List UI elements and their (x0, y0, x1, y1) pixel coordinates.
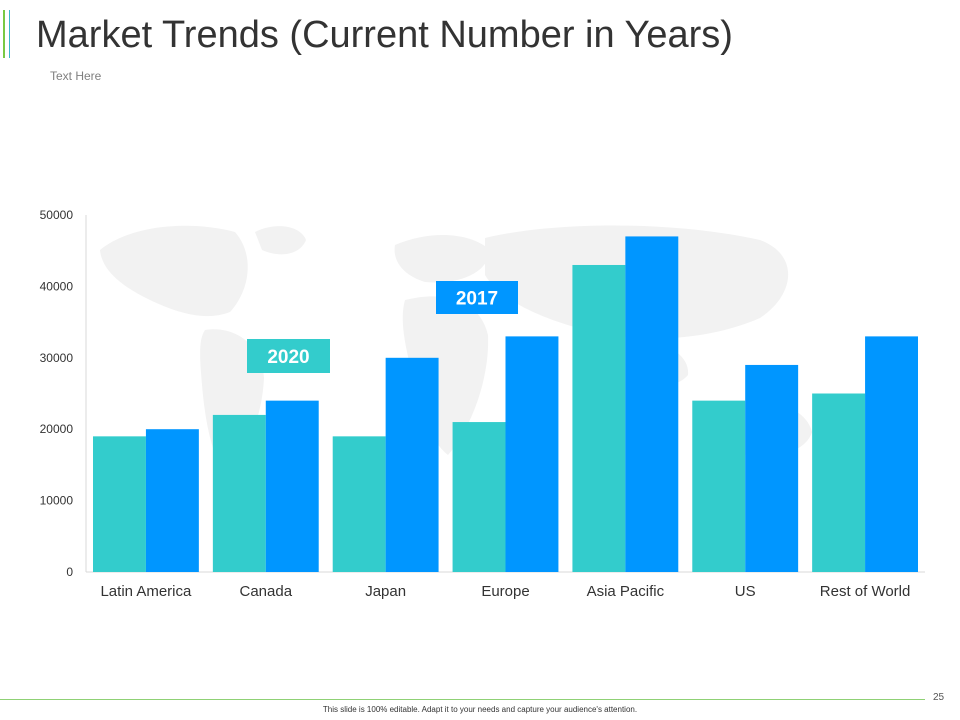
y-tick-label: 50000 (40, 208, 74, 222)
bar-2020-rest-of-world (812, 393, 866, 572)
bar-2020-asia-pacific (572, 264, 626, 572)
bar-2017-japan (385, 357, 439, 572)
y-tick-label: 20000 (40, 422, 74, 436)
y-tick-label: 30000 (40, 351, 74, 365)
x-tick-label: Japan (365, 583, 406, 600)
bar-2020-europe (452, 422, 506, 572)
y-tick-label: 0 (66, 565, 73, 579)
y-tick-label: 40000 (40, 279, 74, 293)
accent-bar-green (3, 10, 5, 58)
x-tick-label: Asia Pacific (587, 583, 665, 600)
callout-2020-label: 2020 (267, 347, 309, 368)
page-number: 25 (933, 692, 945, 703)
y-tick-label: 10000 (40, 494, 74, 508)
callout-2020-box (247, 339, 330, 373)
slide-subtitle: Text Here (50, 69, 102, 83)
accent-bar-teal (9, 10, 10, 58)
bar-2017-asia-pacific (625, 236, 679, 573)
bar-2017-canada (265, 400, 319, 572)
bar-2020-us (692, 400, 746, 572)
bar-2020-canada (212, 414, 266, 572)
bar-2020-latin-america (93, 436, 146, 572)
x-tick-label: Canada (240, 583, 293, 600)
footer-note: This slide is 100% editable. Adapt it to… (322, 705, 638, 714)
footer-divider (0, 699, 925, 700)
x-tick-label: Latin America (100, 583, 192, 600)
callout-2017-label: 2017 (456, 289, 498, 310)
world-map-region-0 (100, 225, 248, 317)
world-map-region-3 (394, 234, 490, 283)
x-tick-label: Europe (481, 583, 529, 600)
callout-2017-box (436, 281, 518, 314)
x-tick-label: Rest of World (820, 583, 911, 600)
bar-2017-latin-america (145, 429, 199, 572)
bar-2020-japan (332, 436, 386, 572)
world-map-region-2 (255, 226, 306, 255)
x-tick-label: US (735, 583, 756, 600)
bar-2017-us (745, 364, 799, 572)
bar-2017-europe (505, 336, 559, 572)
slide-title: Market Trends (Current Number in Years) (36, 14, 733, 56)
bar-2017-rest-of-world (865, 336, 918, 572)
